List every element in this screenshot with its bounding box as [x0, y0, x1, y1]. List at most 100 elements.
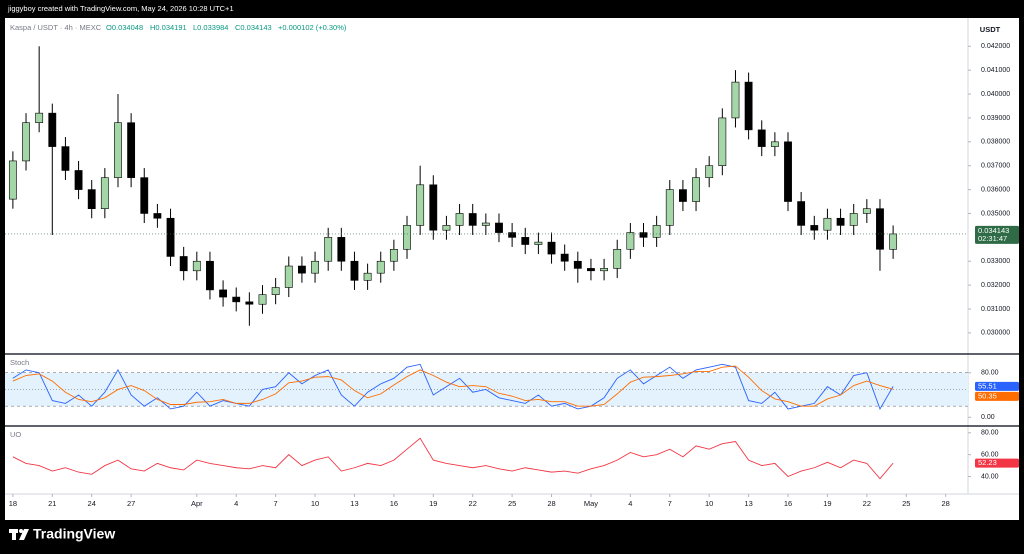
last-value: 55.51	[978, 381, 997, 390]
candle-body	[508, 232, 517, 238]
candle-body	[337, 237, 346, 262]
candle-body	[665, 189, 674, 226]
candle-body	[889, 233, 898, 250]
y-tick-label: 80.00	[981, 370, 999, 377]
candle-body	[784, 141, 792, 202]
candle-body	[61, 146, 70, 171]
x-tick-label: 4	[628, 499, 632, 508]
candle-body	[652, 225, 661, 238]
credit: jiggyboy created with TradingView.com, M…	[7, 4, 234, 13]
candle-body	[495, 222, 503, 233]
x-tick-label: 21	[48, 499, 56, 508]
last-value: 52.23	[978, 458, 997, 467]
countdown: 02:31:47	[978, 234, 1007, 243]
candle-body	[245, 301, 254, 305]
pane-title: UO	[10, 430, 21, 439]
candle-body	[232, 296, 241, 303]
x-tick-label: 22	[863, 499, 871, 508]
ohlc-change: +0.000102 (+0.30%)	[278, 23, 347, 32]
y-tick-label: 0.00	[981, 414, 995, 421]
x-tick-label: Apr	[191, 499, 203, 508]
y-tick-label: 0.042000	[981, 43, 1010, 50]
candle-body	[35, 112, 44, 124]
candle-body	[219, 289, 228, 298]
candle-body	[626, 232, 635, 250]
candle-body	[678, 189, 687, 202]
candle-body	[718, 117, 727, 166]
logo	[9, 529, 29, 540]
x-tick-label: 16	[784, 499, 792, 508]
candle-body	[823, 217, 832, 231]
candle-body	[731, 81, 740, 119]
symbol: Kaspa / USDT · 4h · MEXC	[10, 23, 102, 32]
x-tick-label: 7	[668, 499, 672, 508]
ohlc-open: O0.034048	[106, 23, 143, 32]
last-value: 50.35	[978, 391, 997, 400]
candle-body	[876, 208, 884, 250]
last-price: 0.034143	[978, 226, 1009, 235]
y-tick-label: 0.032000	[981, 282, 1010, 289]
candle-body	[258, 294, 267, 305]
candle-body	[311, 260, 319, 274]
x-tick-label: 13	[744, 499, 752, 508]
candle-body	[836, 217, 845, 226]
last-value-bg	[975, 391, 1019, 401]
y-tick-label: 0.035000	[981, 210, 1010, 217]
x-tick-label: 7	[274, 499, 278, 508]
candle-body	[140, 177, 149, 214]
y-tick-label: 0.037000	[981, 163, 1010, 170]
candle-body	[770, 141, 779, 147]
candle-body	[692, 177, 700, 202]
y-tick-label: 0.038000	[981, 139, 1010, 146]
y-tick-label: 40.00	[981, 473, 999, 480]
pane	[5, 363, 968, 411]
candle-body	[587, 268, 595, 272]
candle-body	[481, 222, 490, 226]
ohlc-high: H0.034191	[150, 23, 187, 32]
x-tick-label: May	[584, 499, 598, 508]
candle-body	[810, 225, 819, 231]
candle-body	[560, 253, 569, 262]
candle-body	[613, 248, 622, 269]
candle-body	[114, 122, 122, 178]
candle-body	[547, 241, 556, 255]
x-tick-label: 13	[350, 499, 358, 508]
series-line	[12, 437, 894, 480]
candle-body	[744, 81, 753, 131]
x-tick-label: 24	[88, 499, 96, 508]
series-line	[12, 365, 894, 407]
ohlc-low: L0.033984	[193, 23, 228, 32]
x-tick-label: 4	[234, 499, 238, 508]
x-tick-label: 25	[508, 499, 516, 508]
pane	[8, 46, 898, 326]
series-line	[12, 363, 894, 411]
candle-body	[797, 201, 806, 226]
candle-body	[192, 260, 201, 272]
candle-body	[298, 265, 306, 274]
candle-body	[639, 232, 648, 238]
y-tick-label: 0.039000	[981, 115, 1010, 122]
x-tick-label: 28	[941, 499, 949, 508]
pane	[12, 437, 894, 480]
candle-body	[48, 112, 57, 147]
candle-body	[705, 165, 714, 178]
candle-body	[429, 184, 438, 231]
candle-body	[22, 122, 30, 162]
candle-body	[166, 217, 175, 257]
candle-body	[757, 129, 766, 147]
ohlc-close: C0.034143	[235, 23, 272, 32]
candle-body	[455, 213, 464, 226]
candle-body	[179, 256, 188, 272]
y-tick-label: 60.00	[981, 451, 999, 458]
candle-body	[862, 208, 871, 214]
plot-area	[5, 18, 1019, 520]
x-tick-label: 27	[127, 499, 135, 508]
y-tick-label: 80.00	[981, 430, 999, 437]
y-tick-label: 0.033000	[981, 258, 1010, 265]
candle-body	[849, 213, 858, 226]
candle-body	[403, 225, 411, 250]
x-tick-label: 16	[390, 499, 398, 508]
candle-body	[206, 260, 214, 291]
pane-title: Stoch	[10, 358, 29, 367]
